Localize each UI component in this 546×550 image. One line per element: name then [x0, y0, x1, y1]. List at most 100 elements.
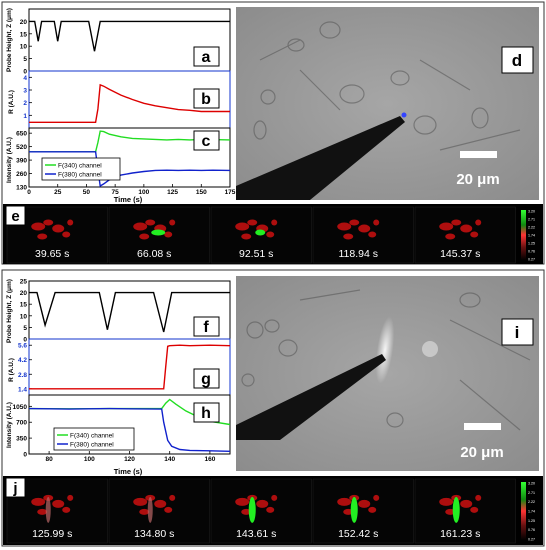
legend-entry-f380-top: F(380) channel: [58, 172, 102, 179]
panel-letter-g: g: [201, 371, 211, 388]
y-tick-label-c: 520: [16, 144, 27, 151]
y-tick-label-c: 130: [16, 185, 27, 192]
frame-time-label: 118.94 s: [338, 248, 378, 260]
series-line-g-0: [29, 344, 231, 390]
x-tick-label-c: 75: [112, 189, 120, 196]
frame-1: 66.08 s: [108, 206, 210, 264]
series-line-c-1: [29, 151, 231, 188]
y-tick-label-b: 3: [23, 88, 27, 95]
panel-letter-box-g: g: [193, 368, 220, 389]
frame-2: 92.51 s: [210, 206, 312, 264]
frame-1: 134.80 s: [108, 478, 210, 544]
frame-time-label: 125.99 s: [32, 528, 72, 540]
colorbar-tick-label: 1.25: [528, 242, 535, 246]
y-tick-label-f: 20: [20, 290, 28, 297]
series-line-a-0: [29, 20, 230, 52]
frame-2: 143.61 s: [210, 478, 312, 544]
legend-entry-f340-bottom: F(340) channel: [70, 433, 114, 440]
y-tick-label-g: 5.6: [18, 343, 27, 350]
x-tick-label-c: 125: [167, 189, 178, 196]
y-tick-label-a: 5: [23, 56, 27, 63]
probe-tip-marker: [401, 112, 407, 118]
y-tick-label-b: 1: [23, 113, 27, 120]
colorbar-tick-label: 2.71: [528, 491, 535, 495]
target-cell: [375, 316, 395, 384]
scale-bar-label-bottom: 20 μm: [460, 444, 503, 461]
y-tick-label-c: 390: [16, 158, 27, 165]
panel-letter-box-c: c: [193, 130, 220, 151]
panel-letter-box-f: f: [193, 316, 220, 337]
series-line-b-0: [29, 83, 230, 123]
colorbar-tick-label: 2.22: [528, 226, 535, 230]
x-axis-label-top: Time (s): [114, 195, 143, 204]
z-axis-label-top: Probe Height, Z (μm): [6, 8, 13, 72]
x-tick-label-c: 150: [196, 189, 207, 196]
panel-letter-box-b: b: [193, 88, 220, 109]
y-tick-label-f: 0: [23, 337, 27, 344]
y-tick-label-h: 1050: [13, 404, 28, 411]
colorbar-tick-label: 2.71: [528, 218, 535, 222]
y-tick-label-a: 15: [20, 31, 28, 38]
microscope-image-d: 20 μm d: [236, 7, 539, 200]
fluorescence-frames-bottom: 125.99 s 134.80 s 143.61 s 152.42 s 161.23 s: [6, 478, 516, 544]
colorbar-tick-label: 0.76: [528, 250, 535, 254]
frame-3: 118.94 s: [312, 206, 414, 264]
colorbar-tick-label: 3.20: [528, 210, 535, 214]
r-axis-label-bottom: R (A.U.): [8, 358, 15, 382]
x-tick-label-c: 25: [54, 189, 62, 196]
y-tick-label-b: 4: [23, 75, 27, 82]
z-axis-label-bottom: Probe Height, Z (μm): [6, 279, 13, 343]
colorbar-bottom: 3.20 2.71 2.22 1.74 1.25 0.76 0.27: [521, 482, 535, 542]
panel-letter-h: h: [201, 405, 211, 422]
panel-letter-b: b: [201, 91, 211, 108]
y-tick-label-f: 10: [20, 313, 28, 320]
series-line-f-0: [29, 291, 230, 333]
panel-letter-box-e: e: [5, 205, 26, 226]
panel-letter-c: c: [202, 133, 211, 150]
colorbar-tick-label: 1.25: [528, 519, 535, 523]
y-tick-label-c: 650: [16, 131, 27, 138]
x-axis-label-bottom: Time (s): [114, 467, 143, 476]
colorbar-tick-label: 1.74: [528, 510, 535, 514]
bottom-panel-border: [1, 269, 545, 547]
frame-time-label: 143.61 s: [236, 528, 276, 540]
colorbar-tick-label: 2.22: [528, 500, 535, 504]
y-tick-label-f: 15: [20, 302, 28, 309]
frame-time-label: 92.51 s: [239, 248, 273, 260]
x-tick-label-c: 50: [83, 189, 91, 196]
x-tick-label-c: 0: [27, 189, 31, 196]
microscope-image-i: 20 μm i: [236, 276, 539, 471]
fluorescence-frames-top: 39.65 s 66.08 s 92.51 s 118.94 s 145.37 s: [6, 206, 516, 264]
frame-3: 152.42 s: [312, 478, 414, 544]
x-tick-label-h: 120: [124, 456, 135, 463]
frame-time-label: 145.37 s: [440, 248, 480, 260]
intensity-axis-label-bottom: Intensity (A.U.): [6, 402, 13, 448]
panel-letter-f: f: [203, 319, 209, 336]
x-tick-label-c: 100: [138, 189, 149, 196]
x-tick-label-h: 100: [84, 456, 95, 463]
colorbar-ticks-top: 3.20 2.71 2.22 1.74 1.25 0.76 0.27: [528, 210, 535, 262]
colorbar-tick-label: 0.27: [528, 258, 535, 262]
legend-entry-f380-bottom: F(380) channel: [70, 442, 114, 449]
scale-bar-label-top: 20 μm: [456, 171, 499, 188]
frame-4: 145.37 s: [414, 206, 516, 264]
colorbar-tick-label: 3.20: [528, 482, 535, 486]
y-tick-label-b: 2: [23, 100, 27, 107]
x-tick-label-h: 80: [45, 456, 53, 463]
intensity-axis-label-top: Intensity (A.U.): [6, 137, 13, 183]
x-tick-label-h: 140: [164, 456, 175, 463]
y-tick-label-h: 700: [16, 420, 27, 427]
y-tick-label-h: 350: [16, 436, 27, 443]
x-tick-label-h: 160: [204, 456, 215, 463]
legend-entry-f340-top: F(340) channel: [58, 163, 102, 170]
y-tick-label-g: 4.2: [18, 357, 27, 364]
panel-letter-a: a: [202, 49, 211, 66]
panel-letter-j: j: [12, 480, 17, 497]
frame-time-label: 152.42 s: [338, 528, 378, 540]
y-tick-label-g: 2.8: [18, 372, 27, 379]
colorbar-tick-label: 1.74: [528, 234, 535, 238]
r-axis-label-top: R (A.U.): [8, 90, 15, 114]
panel-letter-i: i: [515, 323, 520, 342]
panel-letter-box-a: a: [193, 46, 220, 67]
